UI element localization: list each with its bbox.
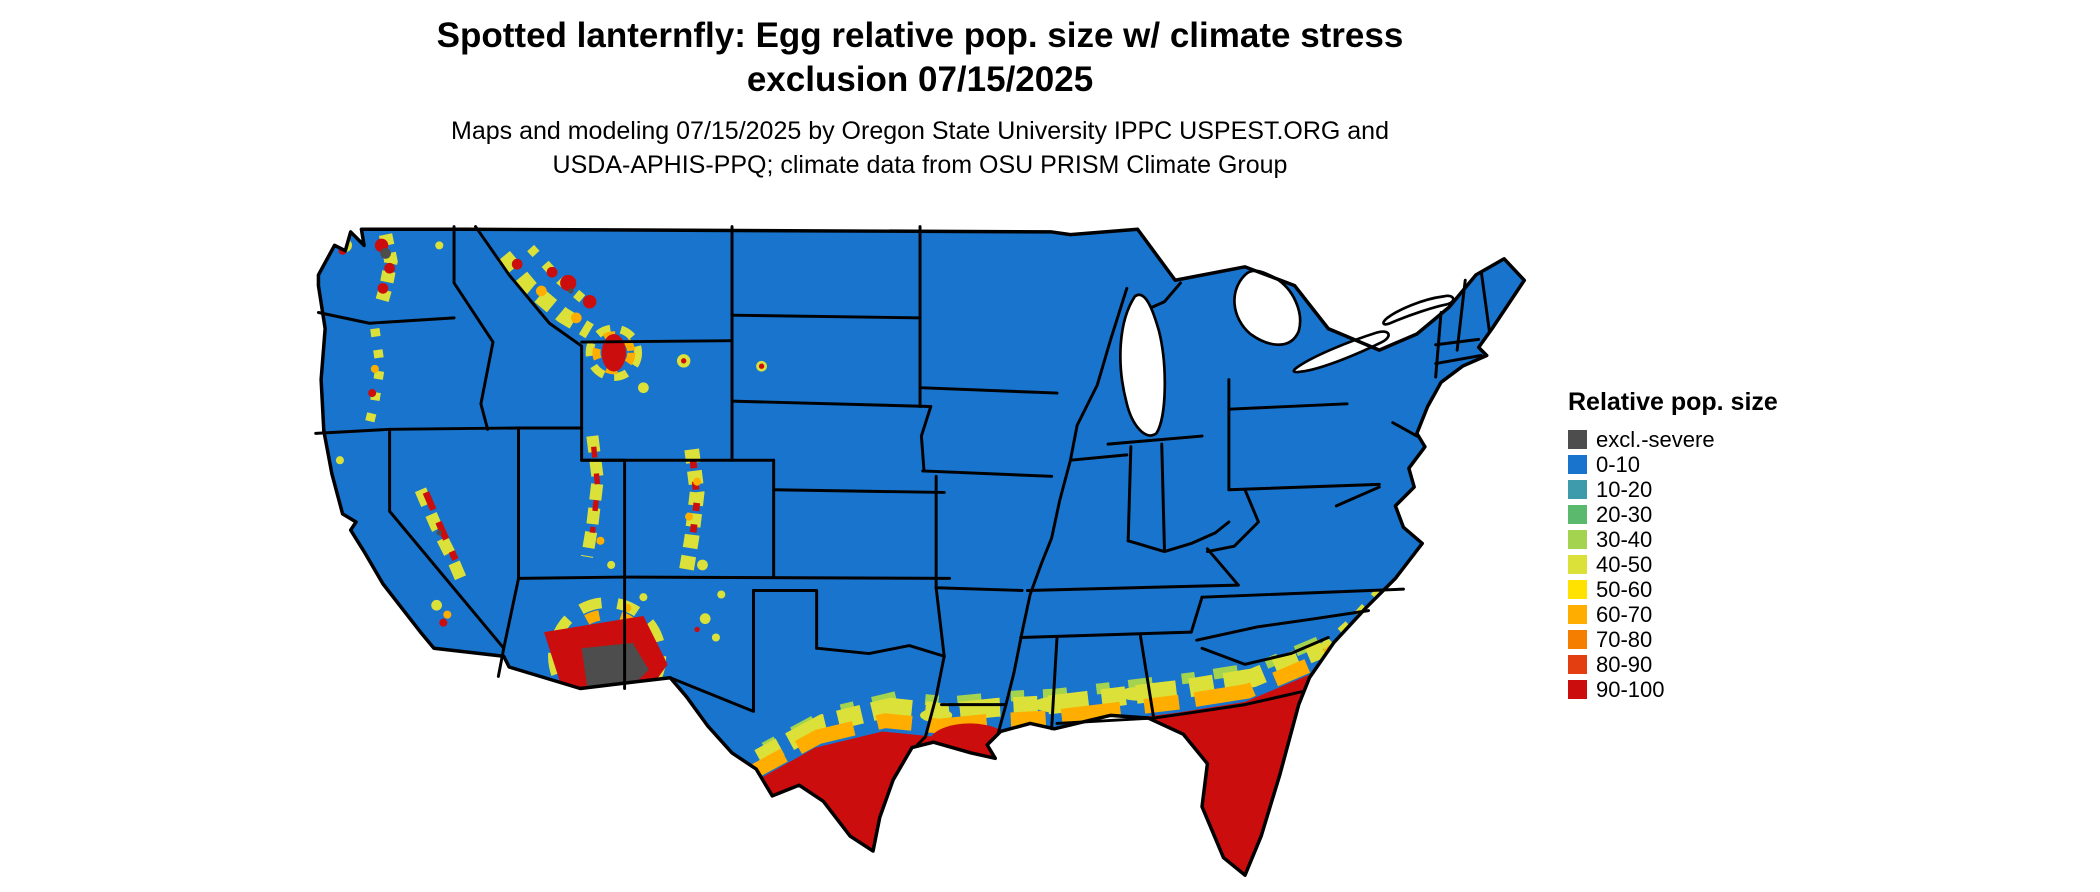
legend-swatch-10-20 bbox=[1568, 480, 1587, 499]
lake-michigan bbox=[1119, 293, 1167, 437]
sierra-red bbox=[422, 491, 459, 561]
speckle bbox=[370, 364, 379, 373]
legend-swatch-90-100 bbox=[1568, 680, 1587, 699]
legend-swatch-40-50 bbox=[1568, 555, 1587, 574]
socal-speckle bbox=[439, 618, 448, 627]
washington-cascades-yellow bbox=[373, 233, 398, 309]
us-outline bbox=[316, 227, 1527, 877]
florida-keys-dot bbox=[1234, 880, 1241, 887]
legend-label: 10-20 bbox=[1596, 477, 1653, 502]
cascades-red bbox=[377, 282, 389, 294]
socal-speckle bbox=[431, 599, 442, 611]
speckle bbox=[639, 593, 648, 602]
colorado-rockies-red bbox=[688, 459, 701, 544]
legend-label: 90-100 bbox=[1596, 677, 1665, 702]
florida-keys-dot bbox=[1247, 883, 1254, 890]
header: Spotted lanternfly: Egg relative pop. si… bbox=[300, 14, 1540, 182]
rockies-orange bbox=[535, 285, 547, 297]
black-hills-red bbox=[758, 363, 765, 369]
lake-ontario bbox=[1382, 294, 1455, 326]
legend-label: 30-40 bbox=[1596, 527, 1653, 552]
speckle bbox=[697, 559, 708, 571]
legend-item-60-70: 60-70 bbox=[1568, 602, 1778, 627]
colorado-rockies-yellow bbox=[679, 448, 705, 572]
speckle bbox=[717, 590, 726, 599]
fringe-orange bbox=[749, 654, 1321, 779]
us-map bbox=[314, 225, 1527, 890]
speckle bbox=[335, 456, 344, 465]
speckle bbox=[596, 536, 605, 545]
legend-item-excl-severe: excl.-severe bbox=[1568, 427, 1778, 452]
map-title-line1: Spotted lanternfly: Egg relative pop. si… bbox=[436, 16, 1404, 55]
legend-label: 20-30 bbox=[1596, 502, 1653, 527]
rockies-orange bbox=[570, 312, 582, 324]
map-title-line2: exclusion 07/15/2025 bbox=[746, 60, 1094, 99]
legend-label: 60-70 bbox=[1596, 602, 1653, 627]
arizona-excluded-severe-zone bbox=[581, 642, 649, 692]
legend-label: 70-80 bbox=[1596, 627, 1653, 652]
rockies-red bbox=[511, 258, 523, 270]
map-subtitle: Maps and modeling 07/15/2025 by Oregon S… bbox=[300, 114, 1540, 182]
legend-item-30-40: 30-40 bbox=[1568, 527, 1778, 552]
legend-label: excl.-severe bbox=[1596, 427, 1715, 452]
legend-item-0-10: 0-10 bbox=[1568, 452, 1778, 477]
sierra-yellow bbox=[414, 487, 467, 581]
fringe-chartreuse bbox=[761, 632, 1331, 753]
legend-item-70-80: 70-80 bbox=[1568, 627, 1778, 652]
socal-speckle bbox=[443, 610, 452, 619]
legend-swatch-50-60 bbox=[1568, 580, 1587, 599]
new-mexico-speckle bbox=[694, 626, 700, 633]
legend-label: 0-10 bbox=[1596, 452, 1641, 477]
legend-swatch-70-80 bbox=[1568, 630, 1587, 649]
rockies-red bbox=[560, 274, 577, 292]
legend-swatch-excl-severe bbox=[1568, 430, 1587, 449]
rockies-red bbox=[582, 295, 597, 309]
legend-label: 80-90 bbox=[1596, 652, 1653, 677]
map-subtitle-line2: USDA-APHIS-PPQ; climate data from OSU PR… bbox=[552, 151, 1288, 179]
speckle bbox=[435, 241, 444, 250]
speckle bbox=[685, 512, 694, 521]
legend-item-10-20: 10-20 bbox=[1568, 477, 1778, 502]
cascades-excluded bbox=[380, 248, 391, 259]
bighorn-red bbox=[681, 358, 687, 364]
legend-label: 50-60 bbox=[1596, 577, 1653, 602]
legend-item-20-30: 20-30 bbox=[1568, 502, 1778, 527]
legend-item-50-60: 50-60 bbox=[1568, 577, 1778, 602]
yellowstone-red bbox=[601, 333, 626, 372]
sierra-excluded bbox=[436, 530, 442, 536]
yellow-patch bbox=[1118, 687, 1157, 701]
wind-river-yellow bbox=[638, 382, 649, 394]
lake-erie bbox=[1292, 330, 1390, 374]
rockies-yellow-2 bbox=[527, 244, 596, 311]
map-subtitle-line1: Maps and modeling 07/15/2025 by Oregon S… bbox=[451, 117, 1389, 145]
legend-swatch-80-90 bbox=[1568, 655, 1587, 674]
legend-label: 40-50 bbox=[1596, 552, 1653, 577]
cascades-red bbox=[384, 262, 395, 274]
legend-item-80-90: 80-90 bbox=[1568, 652, 1778, 677]
legend-item-40-50: 40-50 bbox=[1568, 552, 1778, 577]
rockies-red bbox=[546, 266, 558, 278]
yellowstone-yellow-ring bbox=[585, 324, 643, 381]
legend-item-90-100: 90-100 bbox=[1568, 677, 1778, 702]
legend-swatch-60-70 bbox=[1568, 605, 1587, 624]
fringe-yellow bbox=[754, 639, 1327, 767]
legend-title: Relative pop. size bbox=[1568, 388, 1778, 416]
rockies-yellow bbox=[497, 250, 594, 339]
legend-swatch-30-40 bbox=[1568, 530, 1587, 549]
speckle bbox=[607, 560, 616, 569]
legend-swatch-0-10 bbox=[1568, 455, 1587, 474]
legend-swatch-20-30 bbox=[1568, 505, 1587, 524]
rockies-excluded bbox=[568, 288, 574, 294]
wasatch-yellow bbox=[581, 435, 604, 558]
speckle bbox=[368, 389, 377, 398]
new-mexico-speckle bbox=[711, 633, 720, 642]
new-mexico-speckle bbox=[699, 613, 711, 625]
legend: Relative pop. size excl.-severe 0-10 10-… bbox=[1568, 388, 1778, 702]
speckle bbox=[693, 477, 702, 486]
